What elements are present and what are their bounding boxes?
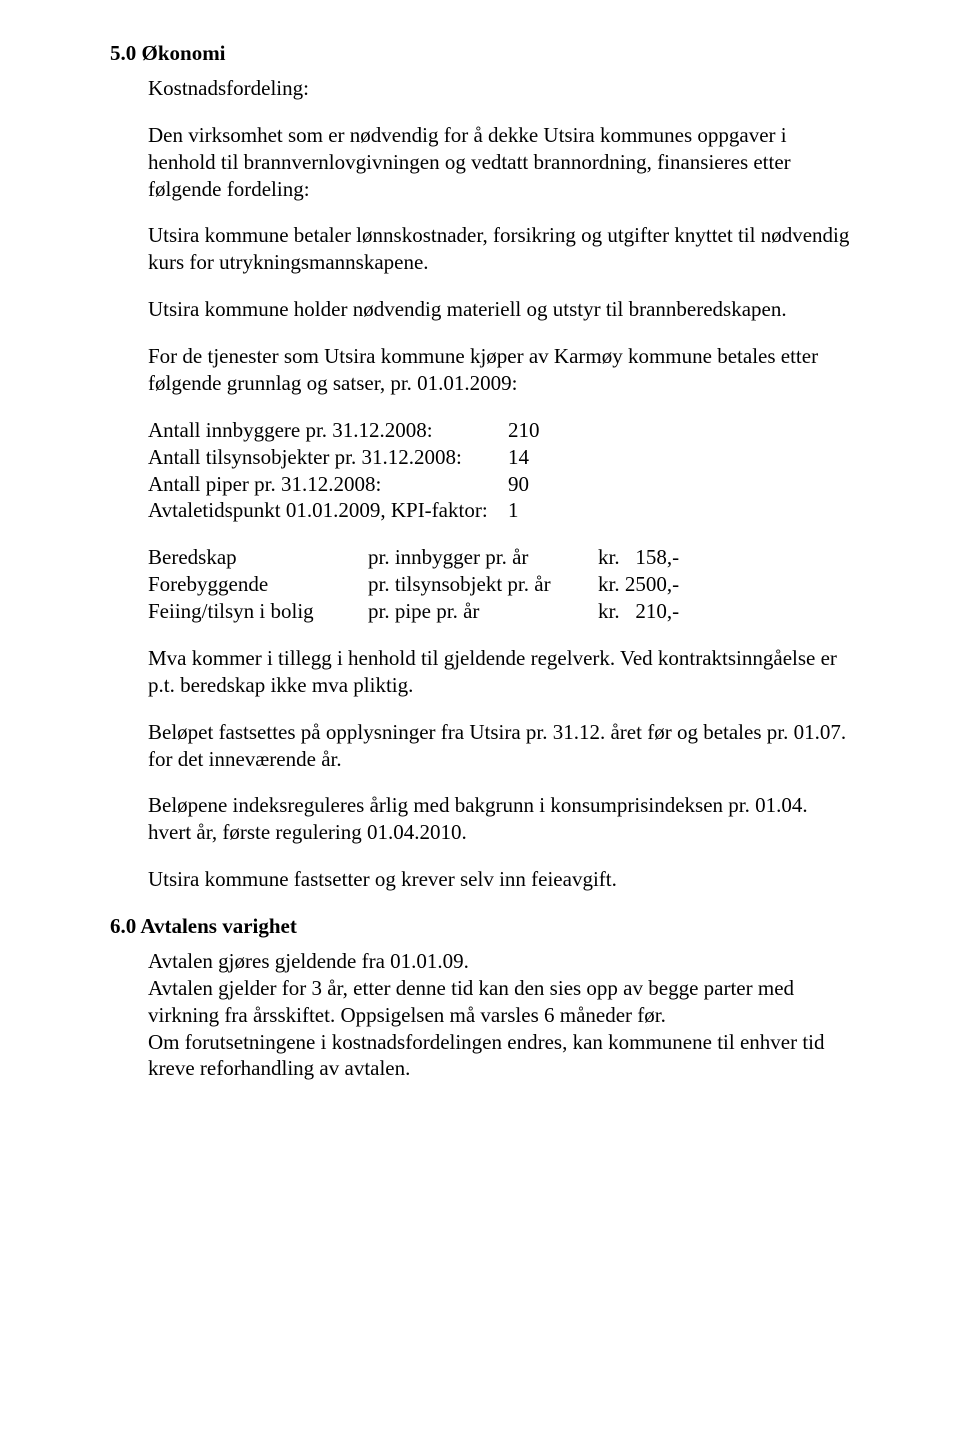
table-row: Antall tilsynsobjekter pr. 31.12.2008: 1… [148, 444, 850, 471]
price-unit: pr. tilsynsobjekt pr. år [368, 571, 598, 598]
table-row: Forebyggende pr. tilsynsobjekt pr. år kr… [148, 571, 850, 598]
stat-value: 1 [508, 497, 578, 524]
paragraph: Mva kommer i tillegg i henhold til gjeld… [148, 645, 850, 699]
table-row: Antall innbyggere pr. 31.12.2008: 210 [148, 417, 850, 444]
paragraph: Om forutsetningene i kostnadsfordelingen… [148, 1029, 850, 1083]
table-row: Antall piper pr. 31.12.2008: 90 [148, 471, 850, 498]
stats-table: Antall innbyggere pr. 31.12.2008: 210 An… [148, 417, 850, 525]
price-amount: kr. 210,- [598, 598, 738, 625]
section-5-body: Kostnadsfordeling: Den virksomhet som er… [148, 75, 850, 893]
stat-label: Antall piper pr. 31.12.2008: [148, 471, 508, 498]
paragraph: Avtalen gjøres gjeldende fra 01.01.09. [148, 948, 850, 975]
paragraph: Utsira kommune betaler lønnskostnader, f… [148, 222, 850, 276]
price-amount: kr. 158,- [598, 544, 738, 571]
table-row: Feiing/tilsyn i bolig pr. pipe pr. år kr… [148, 598, 850, 625]
paragraph: For de tjenester som Utsira kommune kjøp… [148, 343, 850, 397]
price-category: Forebyggende [148, 571, 368, 598]
stat-value: 210 [508, 417, 578, 444]
document-page: 5.0 Økonomi Kostnadsfordeling: Den virks… [0, 0, 960, 1142]
stat-label: Antall innbyggere pr. 31.12.2008: [148, 417, 508, 444]
section-5-heading: 5.0 Økonomi [110, 40, 850, 67]
paragraph: Beløpet fastsettes på opplysninger fra U… [148, 719, 850, 773]
paragraph: Utsira kommune holder nødvendig materiel… [148, 296, 850, 323]
table-row: Beredskap pr. innbygger pr. år kr. 158,- [148, 544, 850, 571]
stat-value: 14 [508, 444, 578, 471]
prices-table: Beredskap pr. innbygger pr. år kr. 158,-… [148, 544, 850, 625]
stat-value: 90 [508, 471, 578, 498]
price-category: Beredskap [148, 544, 368, 571]
paragraph: Avtalen gjelder for 3 år, etter denne ti… [148, 975, 850, 1029]
paragraph: Beløpene indeksreguleres årlig med bakgr… [148, 792, 850, 846]
price-unit: pr. pipe pr. år [368, 598, 598, 625]
price-unit: pr. innbygger pr. år [368, 544, 598, 571]
paragraph: Utsira kommune fastsetter og krever selv… [148, 866, 850, 893]
paragraph: Den virksomhet som er nødvendig for å de… [148, 122, 850, 203]
price-amount: kr. 2500,- [598, 571, 738, 598]
section-6-heading: 6.0 Avtalens varighet [110, 913, 850, 940]
stat-label: Antall tilsynsobjekter pr. 31.12.2008: [148, 444, 508, 471]
stat-label: Avtaletidspunkt 01.01.2009, KPI-faktor: [148, 497, 508, 524]
price-category: Feiing/tilsyn i bolig [148, 598, 368, 625]
section-6-body: Avtalen gjøres gjeldende fra 01.01.09. A… [148, 948, 850, 1082]
subheading-kostnadsfordeling: Kostnadsfordeling: [148, 75, 850, 102]
table-row: Avtaletidspunkt 01.01.2009, KPI-faktor: … [148, 497, 850, 524]
